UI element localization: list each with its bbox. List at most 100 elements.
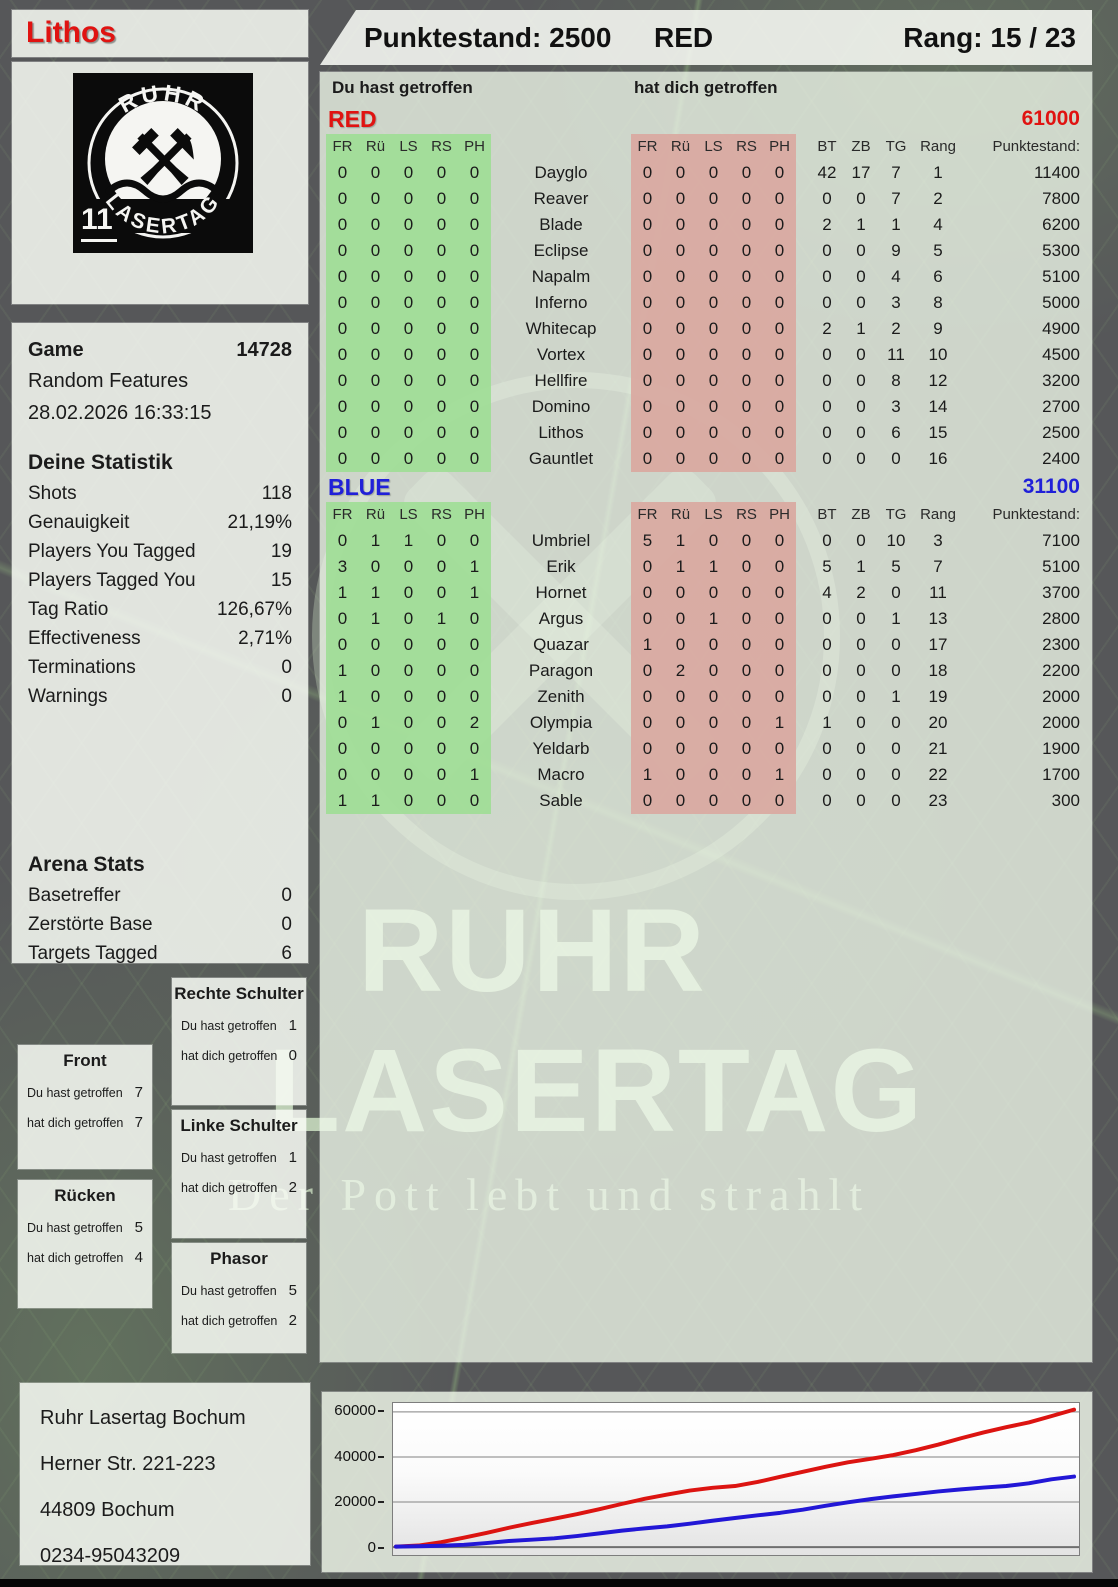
cell-zb: 0 [856,397,866,416]
cell-you: 0 [359,238,392,264]
header-tg: TG [885,138,907,155]
team-header-row: RED 61000 [326,104,1082,134]
cell-them: 0 [763,368,796,394]
cell-them: 0 [697,368,730,394]
cell-them: 0 [664,238,697,264]
stat-row: Tag Ratio 126,67% [28,595,292,624]
cell-you: 0 [392,580,425,606]
cell-them: 0 [697,186,730,212]
cell-you: 0 [392,762,425,788]
cell-them: 0 [664,420,697,446]
cell-them: 0 [664,264,697,290]
bodypart-box-front: Front Du hast getroffen 7 hat dich getrof… [18,1045,152,1169]
cell-you: 0 [392,238,425,264]
y-tick-mark [378,1501,384,1504]
cell-them: 0 [697,446,730,472]
cell-you: 1 [359,580,392,606]
cell-you: 0 [359,264,392,290]
stat-row: Players You Tagged 19 [28,537,292,566]
score-chart-panel: 60000 40000 20000 0 [322,1392,1092,1572]
cell-pts: 2800 [1042,609,1080,628]
cell-zb: 0 [856,423,866,442]
y-tick-mark [378,1410,384,1413]
cell-you: PH [458,502,491,528]
player-name-cell: Napalm [531,267,591,286]
player-name-cell: Dayglo [534,163,588,182]
cell-you: FR [326,502,359,528]
cell-tg: 3 [891,293,901,312]
cell-you: 0 [458,684,491,710]
cell-them: 0 [763,394,796,420]
cell-them: 0 [730,446,763,472]
cell-you: 0 [458,788,491,814]
player-name-cell: Whitecap [525,319,597,338]
cell-zb: 0 [856,791,866,810]
cell-pts: 4900 [1042,319,1080,338]
y-tick-label: 40000 [322,1447,384,1467]
cell-rang: 23 [928,791,948,810]
header-zb: ZB [851,506,871,523]
cell-them: 0 [631,710,664,736]
cell-you: 0 [458,264,491,290]
cell-pts: 5100 [1042,267,1080,286]
table-header-row: FR Rü LS RS PH FR Rü LS RS PH BT ZB TG Rang Punktestan… [326,134,1082,160]
cell-bt: 1 [822,713,832,732]
cell-you: 0 [326,186,359,212]
player-row: 0 0 0 0 0 Inferno 0 0 0 0 0 0 0 3 8 5000 [326,290,1082,316]
cell-them: 0 [664,580,697,606]
player-name-cell: Zenith [537,687,585,706]
player-row: 0 0 0 0 0 Quazar 1 0 0 0 0 0 0 0 17 2300 [326,632,1082,658]
cell-them: 0 [664,160,697,186]
player-name-cell: Vortex [536,345,586,364]
player-name-cell: Argus [538,609,584,628]
cell-them: 0 [664,368,697,394]
player-row: 1 0 0 0 0 Paragon 0 2 0 0 0 0 0 0 18 2200 [326,658,1082,684]
ruhr-lasertag-logo: ⚒ RUHR LASERTAG 11 [73,73,253,253]
cell-tg: 2 [891,319,901,338]
cell-you: 0 [425,238,458,264]
pack-number: 11 [81,203,117,242]
player-row: 0 0 0 0 1 Macro 1 0 0 0 1 0 0 0 22 1700 [326,762,1082,788]
cell-you: 0 [326,212,359,238]
cell-zb: 0 [856,687,866,706]
cell-them: 0 [730,632,763,658]
player-name-cell: Eclipse [533,241,589,260]
cell-you: 0 [458,212,491,238]
cell-bt: 0 [822,189,832,208]
du-hast-getroffen-header: Du hast getroffen [332,78,473,97]
cell-zb: 0 [856,661,866,680]
y-tick-text: 60000 [334,1402,376,1419]
y-tick-text: 40000 [334,1447,376,1465]
player-name-cell: Erik [546,557,576,576]
player-row: 0 0 0 0 0 Hellfire 0 0 0 0 0 0 0 8 12 3200 [326,368,1082,394]
cell-you: 0 [359,658,392,684]
cell-you: 0 [425,762,458,788]
cell-them: 0 [730,342,763,368]
stat-value: 2,71% [238,628,292,649]
cell-you: 0 [458,658,491,684]
cell-you: 0 [392,632,425,658]
cell-zb: 1 [856,319,866,338]
cell-them: 0 [631,446,664,472]
cell-bt: 0 [822,267,832,286]
cell-rang: 7 [933,557,943,576]
game-stats-box: Game 14728 Random Features 28.02.2026 16… [12,323,308,964]
cell-them: 0 [631,580,664,606]
stat-label: Basetreffer [28,885,121,906]
game-mode: Random Features [28,370,189,392]
bodypart-box-rechte-schulter: Rechte Schulter Du hast getroffen 1 hat d… [172,978,306,1105]
cell-you: 0 [359,736,392,762]
cell-rang: 22 [928,765,948,784]
cell-bt: 42 [817,163,837,182]
cell-tg: 6 [891,423,901,442]
cell-tg: 11 [887,345,905,364]
cell-zb: 1 [856,557,866,576]
cell-bt: 4 [822,583,832,602]
cell-tg: 4 [891,267,901,286]
cell-you: 0 [359,368,392,394]
cell-you: 0 [425,342,458,368]
cell-pts: 5300 [1042,241,1080,260]
deine-statistik-title: Deine Statistik [28,451,173,474]
cell-rang: 15 [928,423,948,442]
stat-value: 118 [261,483,292,504]
